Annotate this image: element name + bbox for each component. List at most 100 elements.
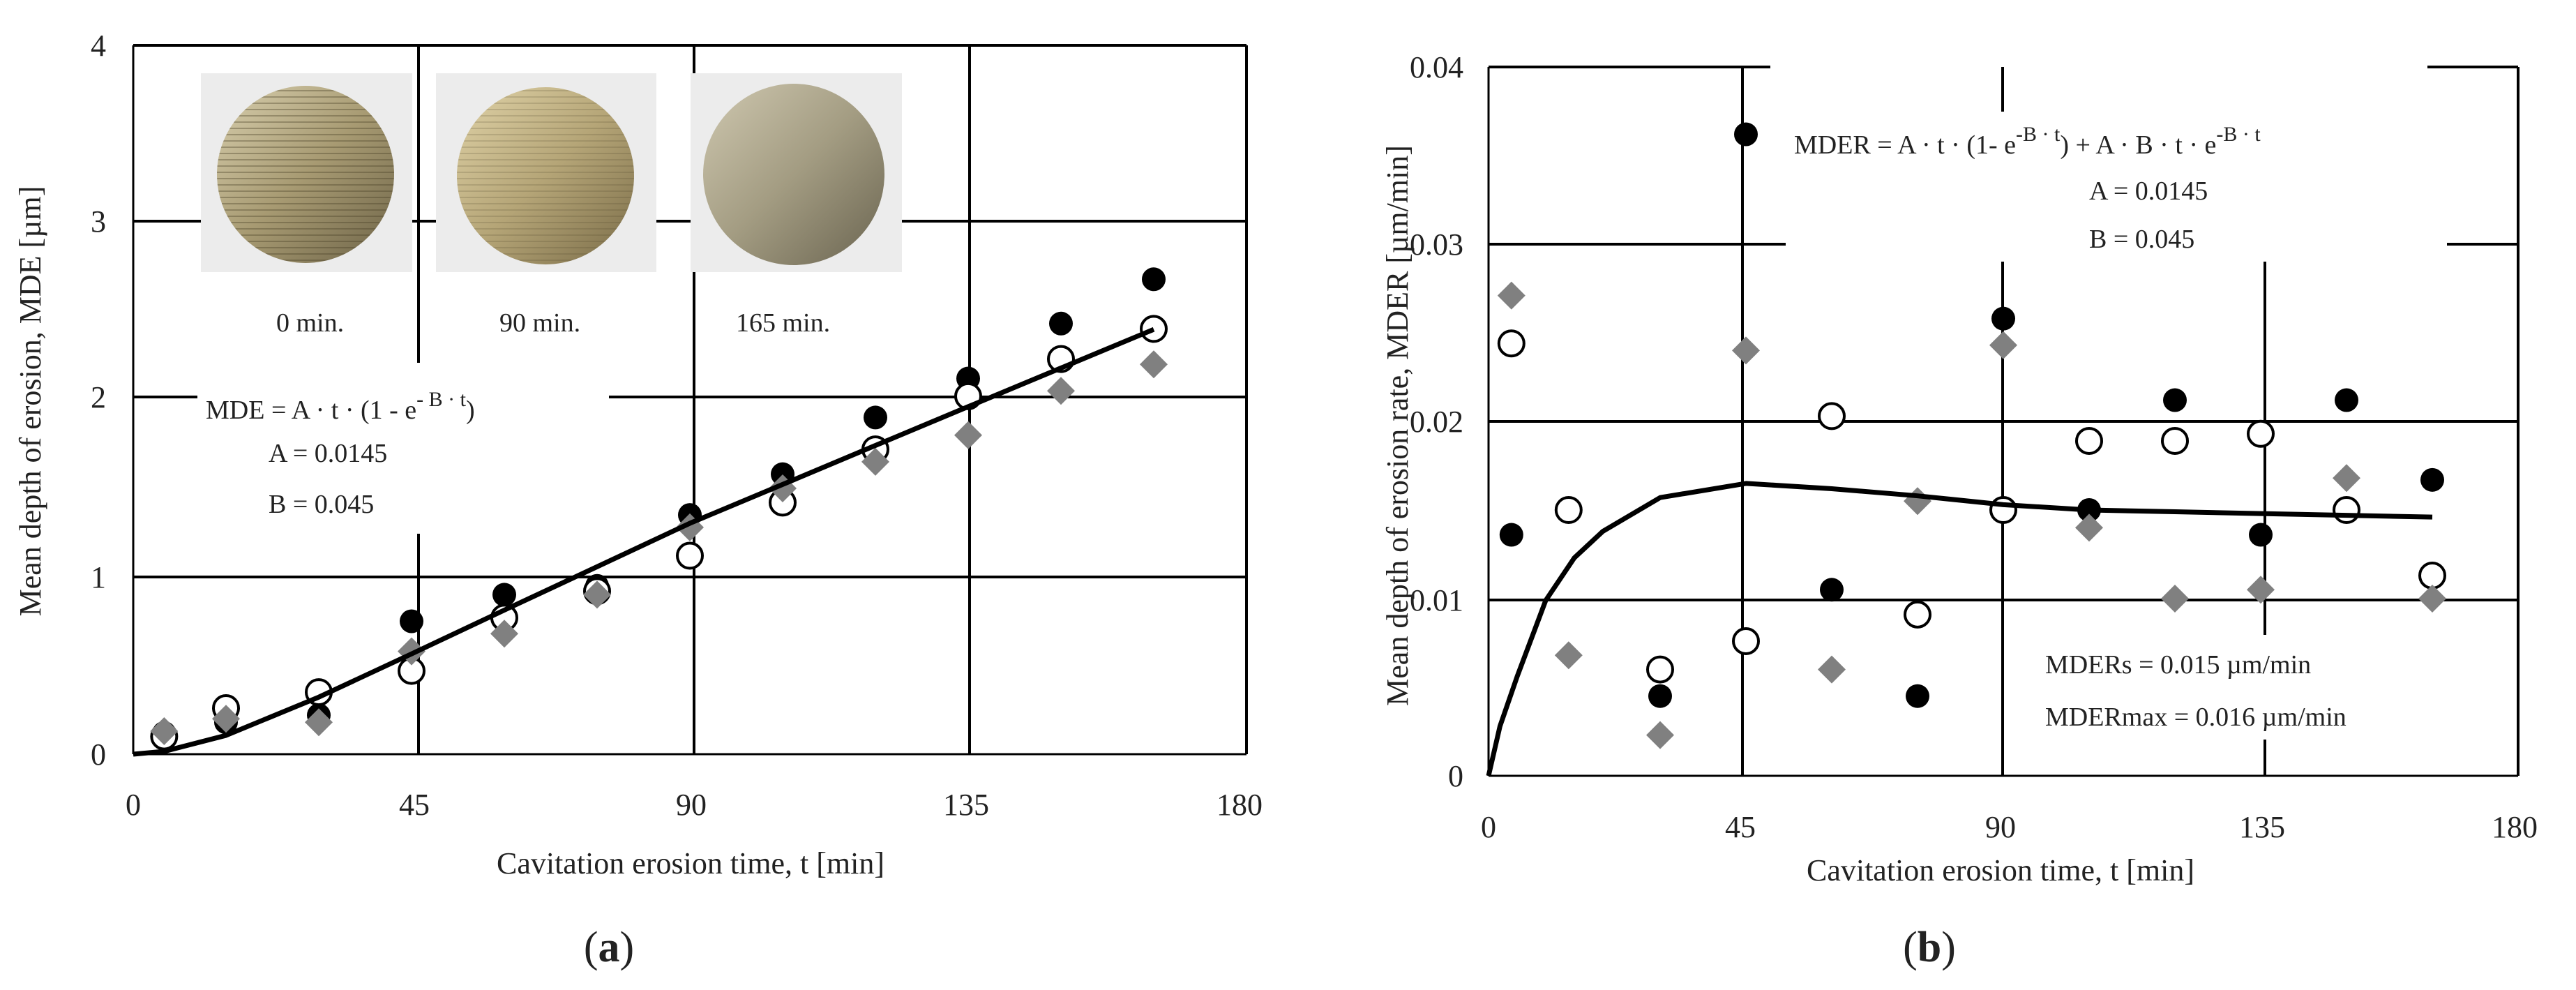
filled-circle-data-point bbox=[1142, 267, 1166, 292]
diamond-data-point bbox=[861, 447, 889, 476]
open-circle-data-point bbox=[2333, 496, 2360, 524]
specimen-165min-image bbox=[703, 84, 884, 265]
panel-a-axes bbox=[132, 45, 1246, 756]
panel-a-x-axis-title: Cavitation erosion time, t [min] bbox=[497, 846, 884, 880]
panel-b-plot-area bbox=[1486, 122, 2446, 777]
panel-b: MDER = A · t · (1- e-B · t) + A · B · t … bbox=[1380, 50, 2538, 971]
diamond-data-point bbox=[954, 421, 982, 449]
formula-b-background bbox=[1786, 112, 2441, 262]
y-tick-label: 0 bbox=[91, 737, 106, 772]
filled-circle-data-point bbox=[1499, 523, 1523, 547]
diamond-data-point bbox=[1904, 487, 1931, 516]
diamond-data-point bbox=[2418, 585, 2446, 613]
diamond-data-point bbox=[2247, 576, 2275, 604]
param-a-label: A = 0.0145 bbox=[269, 439, 387, 468]
panel-a-label: (a) bbox=[584, 924, 634, 971]
y-tick-label: 1 bbox=[91, 560, 106, 594]
photo-label-0: 0 min. bbox=[276, 308, 344, 338]
param-b-label: B = 0.045 bbox=[2089, 225, 2194, 254]
filled-circle-data-point bbox=[492, 583, 516, 607]
photo-label-2: 165 min. bbox=[736, 308, 830, 338]
filled-circle-data-point bbox=[2335, 388, 2358, 412]
open-circle-data-point bbox=[2075, 426, 2103, 455]
x-tick-label: 90 bbox=[676, 788, 707, 822]
x-tick-label: 180 bbox=[2492, 810, 2538, 844]
filled-circle-data-point bbox=[2163, 388, 2187, 412]
x-tick-label: 45 bbox=[1725, 810, 1756, 844]
fit-curve-line bbox=[133, 327, 1155, 757]
panel-b-x-ticks: 0 45 90 135 180 bbox=[1481, 810, 2538, 844]
panel-b-y-ticks: 0 0.01 0.02 0.03 0.04 bbox=[1410, 50, 1463, 793]
filled-circle-data-point bbox=[400, 609, 423, 633]
x-tick-label: 0 bbox=[126, 788, 141, 822]
x-tick-label: 135 bbox=[2239, 810, 2285, 844]
diamond-data-point bbox=[2075, 513, 2103, 542]
y-tick-label: 0 bbox=[1448, 759, 1463, 793]
diamond-data-point bbox=[150, 717, 179, 745]
filled-circle-data-point bbox=[1049, 311, 1073, 336]
panel-a-x-ticks: 0 45 90 135 180 bbox=[126, 788, 1263, 822]
filled-circle-data-point bbox=[1820, 578, 1844, 602]
mder-stats-background bbox=[2037, 635, 2511, 740]
mdermax-label: MDERmax = 0.016 µm/min bbox=[2045, 703, 2347, 732]
filled-circle-data-point bbox=[1734, 122, 1758, 147]
open-circle-data-point bbox=[1732, 627, 1760, 655]
filled-circle-data-point bbox=[1648, 684, 1672, 708]
panel-b-x-axis-title: Cavitation erosion time, t [min] bbox=[1807, 853, 2194, 887]
y-tick-label: 0.03 bbox=[1410, 227, 1463, 262]
diamond-data-point bbox=[1646, 721, 1674, 749]
open-circle-data-point bbox=[1904, 600, 1931, 629]
param-a-label: A = 0.0145 bbox=[2089, 177, 2208, 206]
param-b-label: B = 0.045 bbox=[269, 490, 374, 519]
diamond-data-point bbox=[1047, 377, 1075, 405]
diamond-data-point bbox=[583, 580, 611, 609]
open-circle-data-point bbox=[1989, 496, 2017, 524]
panel-b-y-axis-title: Mean depth of erosion rate, MDER [µm/min… bbox=[1380, 145, 1415, 706]
open-circle-data-point bbox=[1554, 496, 1583, 524]
diamond-data-point bbox=[1732, 336, 1760, 365]
open-circle-data-point bbox=[1646, 655, 1674, 684]
open-circle-data-point bbox=[2418, 561, 2446, 590]
filled-circle-data-point bbox=[2420, 467, 2444, 492]
x-tick-label: 135 bbox=[943, 788, 989, 822]
diamond-data-point bbox=[1989, 331, 2017, 359]
panel-b-axes bbox=[1487, 67, 2518, 777]
panel-a: 0 min. 90 min. 165 min. MDE = A · t · (1… bbox=[13, 29, 1263, 971]
y-tick-label: 0.01 bbox=[1410, 583, 1463, 617]
panel-a-y-ticks: 0 1 2 3 4 bbox=[91, 29, 106, 772]
mders-label: MDERs = 0.015 µm/min bbox=[2045, 650, 2311, 680]
filled-circle-data-point bbox=[1991, 306, 2015, 331]
diamond-data-point bbox=[2333, 464, 2360, 493]
y-tick-label: 3 bbox=[91, 204, 106, 239]
open-circle-data-point bbox=[1140, 315, 1168, 343]
formula-a-background bbox=[197, 363, 609, 534]
open-circle-data-point bbox=[1818, 402, 1846, 430]
panel-a-plot-area bbox=[133, 267, 1168, 757]
x-tick-label: 90 bbox=[1985, 810, 2016, 844]
x-tick-label: 45 bbox=[399, 788, 430, 822]
diamond-data-point bbox=[2161, 585, 2189, 613]
y-tick-label: 4 bbox=[91, 29, 106, 63]
y-tick-label: 0.02 bbox=[1410, 405, 1463, 439]
x-tick-label: 0 bbox=[1481, 810, 1496, 844]
open-circle-data-point bbox=[2247, 419, 2275, 448]
diamond-data-point bbox=[305, 708, 333, 737]
x-tick-label: 180 bbox=[1217, 788, 1263, 822]
diamond-data-point bbox=[1140, 350, 1168, 379]
panel-a-y-axis-title: Mean depth of erosion, MDE [µm] bbox=[13, 186, 47, 617]
diamond-data-point bbox=[212, 705, 240, 733]
diamond-data-point bbox=[1554, 641, 1583, 670]
open-circle-data-point bbox=[1497, 329, 1526, 358]
filled-circle-data-point bbox=[864, 405, 887, 430]
fit-curve-line bbox=[1486, 481, 2433, 777]
open-circle-data-point bbox=[2161, 426, 2189, 455]
y-tick-label: 0.04 bbox=[1410, 50, 1463, 84]
open-circle-data-point bbox=[676, 541, 704, 570]
diamond-data-point bbox=[1497, 281, 1526, 310]
y-tick-label: 2 bbox=[91, 380, 106, 414]
panel-b-label: (b) bbox=[1903, 924, 1956, 971]
photo-label-1: 90 min. bbox=[499, 308, 580, 338]
photo-strip: 0 min. 90 min. 165 min. bbox=[201, 73, 902, 338]
diamond-data-point bbox=[1818, 655, 1846, 684]
